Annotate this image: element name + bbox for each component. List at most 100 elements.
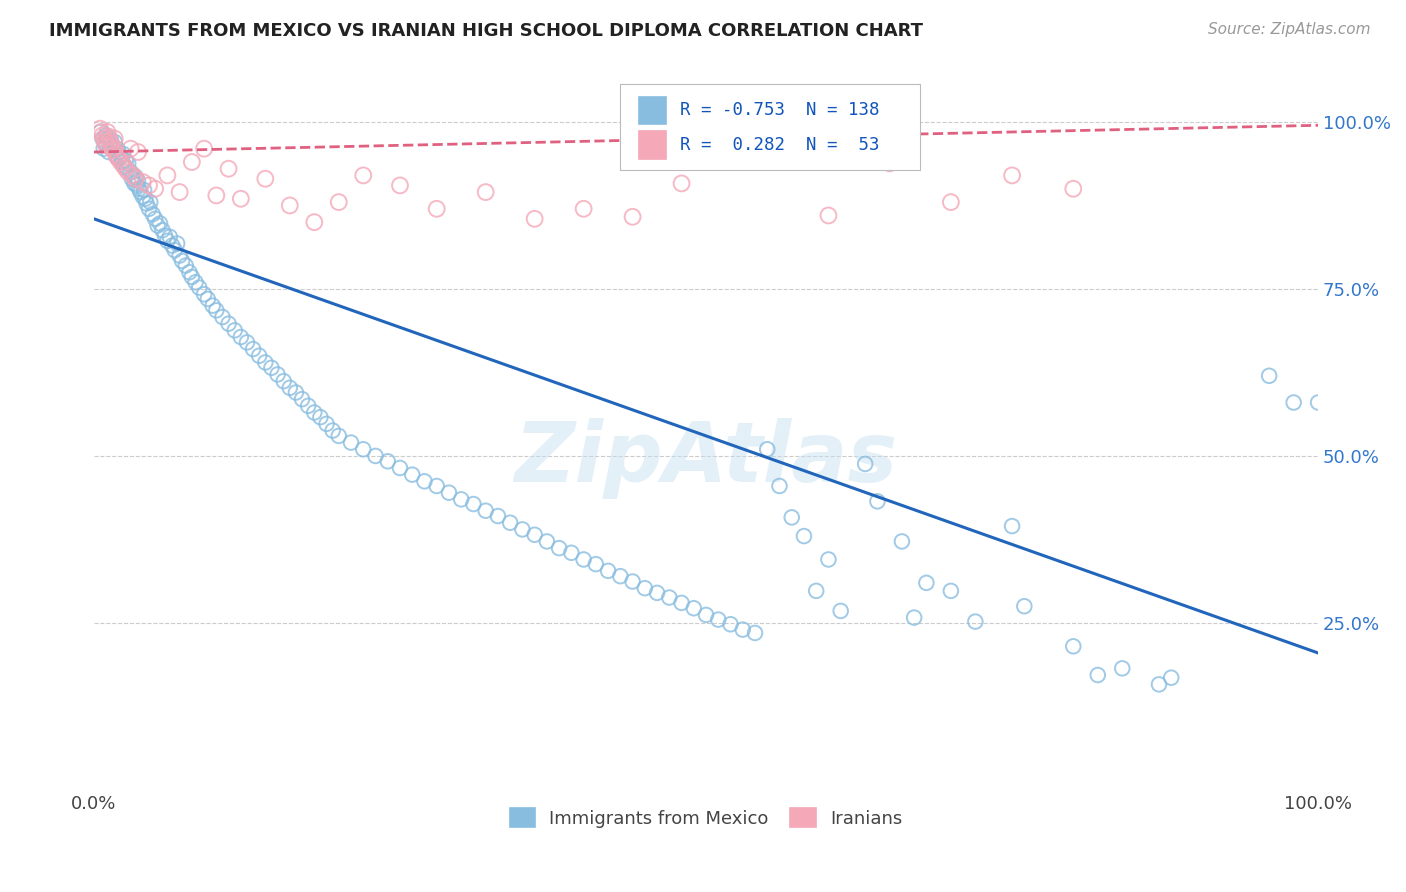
Point xyxy=(134,183,156,197)
Point xyxy=(817,552,839,566)
Point xyxy=(915,575,938,590)
Point xyxy=(94,135,117,149)
Point xyxy=(105,142,128,156)
Point xyxy=(110,155,132,169)
Point xyxy=(486,509,509,524)
Point xyxy=(124,177,146,191)
Point xyxy=(695,607,717,622)
Point xyxy=(229,330,252,344)
Point xyxy=(120,165,142,179)
Point xyxy=(205,188,228,202)
Point xyxy=(720,617,742,632)
Point xyxy=(114,153,136,168)
Point xyxy=(512,523,534,537)
Point xyxy=(364,449,387,463)
Point xyxy=(1001,519,1024,533)
Point xyxy=(939,195,962,210)
Point xyxy=(112,158,135,172)
Point xyxy=(169,248,191,262)
Text: ZipAtlas: ZipAtlas xyxy=(515,417,897,499)
Point xyxy=(426,202,449,216)
Point xyxy=(153,228,176,243)
Point xyxy=(169,185,191,199)
Point xyxy=(120,142,142,156)
Point xyxy=(1111,661,1133,675)
Point xyxy=(260,360,283,375)
Point xyxy=(474,185,496,199)
Point xyxy=(93,142,115,156)
Point xyxy=(122,169,145,183)
Point xyxy=(340,435,363,450)
Point xyxy=(124,169,146,184)
Point xyxy=(621,574,644,589)
Point xyxy=(756,442,779,457)
Point xyxy=(96,131,118,145)
Point xyxy=(266,368,288,382)
Point xyxy=(1282,395,1305,409)
Point xyxy=(536,534,558,549)
Point xyxy=(903,610,925,624)
Point xyxy=(756,155,779,169)
Point xyxy=(132,175,155,189)
Point xyxy=(139,195,162,210)
Point xyxy=(96,128,118,143)
Point xyxy=(236,335,259,350)
Point xyxy=(744,626,766,640)
Text: R = -0.753  N = 138: R = -0.753 N = 138 xyxy=(681,102,880,120)
Point xyxy=(247,349,270,363)
Point xyxy=(91,128,114,143)
Point xyxy=(197,292,219,306)
Point xyxy=(117,156,139,170)
Point xyxy=(188,280,211,294)
Point xyxy=(174,259,197,273)
Point xyxy=(166,236,188,251)
Point xyxy=(96,125,118,139)
Point xyxy=(211,310,233,324)
Point xyxy=(273,374,295,388)
Point xyxy=(112,147,135,161)
Point xyxy=(297,399,319,413)
Point xyxy=(572,202,595,216)
Point xyxy=(437,485,460,500)
Point xyxy=(523,528,546,542)
Point xyxy=(114,158,136,172)
Point xyxy=(205,303,228,318)
Point xyxy=(193,142,215,156)
Point xyxy=(463,497,485,511)
Point xyxy=(254,355,277,369)
Point xyxy=(291,392,314,406)
Point xyxy=(645,586,668,600)
Point xyxy=(671,596,693,610)
Point xyxy=(224,323,246,337)
Point xyxy=(104,147,127,161)
Point xyxy=(101,140,124,154)
Text: Source: ZipAtlas.com: Source: ZipAtlas.com xyxy=(1208,22,1371,37)
Point xyxy=(598,564,620,578)
Point xyxy=(658,591,681,605)
Point xyxy=(413,475,436,489)
Point xyxy=(114,161,136,176)
Point xyxy=(128,182,150,196)
Point xyxy=(572,552,595,566)
Point xyxy=(115,161,138,176)
Point xyxy=(304,405,326,419)
Point xyxy=(156,234,179,248)
Point xyxy=(101,140,124,154)
Point xyxy=(124,171,146,186)
Point xyxy=(193,287,215,301)
Point xyxy=(132,190,155,204)
Point xyxy=(229,192,252,206)
Point xyxy=(278,381,301,395)
FancyBboxPatch shape xyxy=(620,85,921,169)
Point xyxy=(180,155,202,169)
Point xyxy=(107,152,129,166)
Point xyxy=(866,494,889,508)
Point xyxy=(1014,599,1036,614)
Point xyxy=(97,145,120,159)
Point xyxy=(548,541,571,555)
Point xyxy=(278,198,301,212)
Point xyxy=(121,171,143,186)
Point xyxy=(284,385,307,400)
Point xyxy=(218,161,240,176)
Point xyxy=(671,177,693,191)
